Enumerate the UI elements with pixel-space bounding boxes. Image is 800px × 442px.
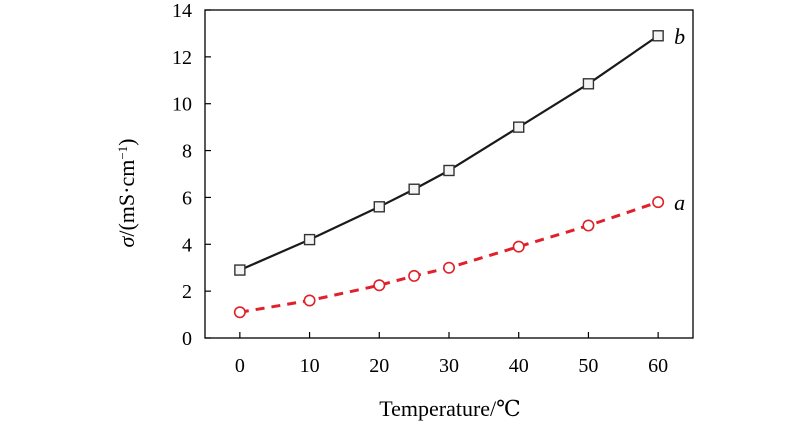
series-a-label: a xyxy=(674,190,685,215)
y-axis-title-symbol: σ xyxy=(114,236,139,248)
series-b-point xyxy=(373,201,385,213)
x-tick-label: 0 xyxy=(235,355,245,377)
series-a-point xyxy=(442,261,455,274)
y-tick-label: 12 xyxy=(172,47,192,69)
series-b-point xyxy=(443,164,455,177)
series-b-point xyxy=(582,78,595,90)
series-a-point xyxy=(512,240,525,253)
series-b-point xyxy=(303,233,316,246)
x-tick-label: 60 xyxy=(648,355,668,377)
series-a-line xyxy=(239,200,659,314)
series-a-point xyxy=(373,279,386,292)
y-axis-title-close: ) xyxy=(114,138,139,145)
plot-area: ba xyxy=(233,24,685,319)
series-b-point xyxy=(652,30,664,42)
y-tick-label: 8 xyxy=(182,141,192,163)
y-tick-label: 0 xyxy=(182,328,192,350)
y-axis-title-units: /(mS·cm xyxy=(114,160,139,237)
y-tick-label: 2 xyxy=(182,281,192,303)
series-a-point xyxy=(233,306,246,319)
series-b-label: b xyxy=(674,24,685,49)
series-a-point xyxy=(582,219,595,232)
series-b-point xyxy=(408,183,420,195)
y-tick-label: 4 xyxy=(182,234,192,256)
x-tick-label: 40 xyxy=(509,355,529,377)
series-b-point xyxy=(513,121,525,133)
y-axis-title-exponent: −1 xyxy=(115,146,130,160)
y-tick-label: 10 xyxy=(172,94,192,116)
series-a-point xyxy=(408,269,421,282)
series-b-point xyxy=(234,264,246,276)
y-tick-label: 6 xyxy=(182,187,192,209)
y-axis-title: σ/(mS·cm−1) xyxy=(114,138,139,247)
x-tick-label: 30 xyxy=(439,355,459,377)
x-axis-title: Temperature/℃ xyxy=(379,396,521,421)
series-a-point xyxy=(652,196,665,209)
y-tick-label: 14 xyxy=(172,0,192,22)
x-tick-label: 50 xyxy=(578,355,598,377)
x-tick-label: 20 xyxy=(369,355,389,377)
series-b-line xyxy=(239,34,659,272)
x-tick-label: 10 xyxy=(300,355,320,377)
axes: 0 10 20 30 40 50 60 0 2 4 6 8 10 12 14 xyxy=(172,0,694,377)
series-a-point xyxy=(303,294,316,307)
